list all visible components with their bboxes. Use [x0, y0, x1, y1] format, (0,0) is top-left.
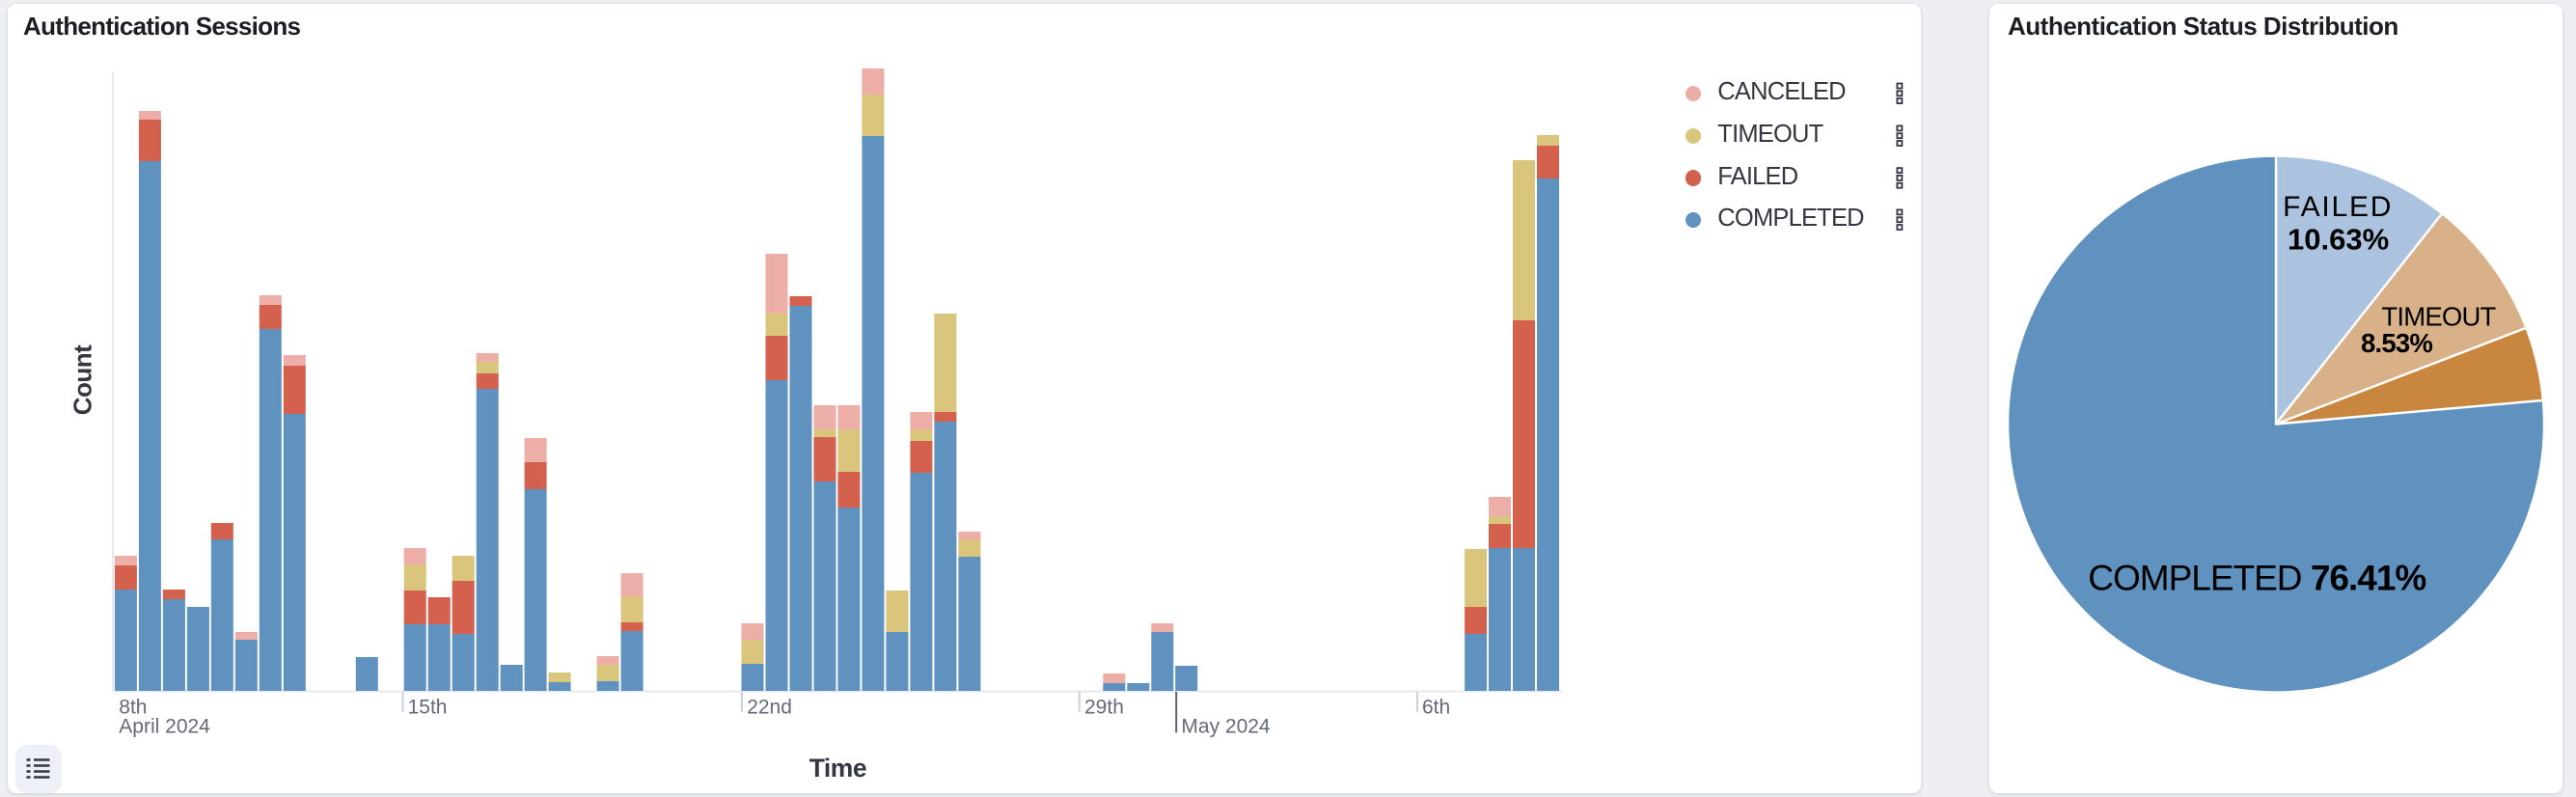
svg-text:8th: 8th — [119, 697, 147, 719]
svg-text:Time: Time — [809, 754, 866, 783]
svg-text:COMPLETED 76.41%: COMPLETED 76.41% — [2088, 559, 2425, 598]
svg-text:April 2024: April 2024 — [119, 715, 210, 737]
svg-text:10.63%: 10.63% — [2288, 223, 2389, 257]
svg-text:TIMEOUT: TIMEOUT — [2381, 301, 2496, 331]
svg-text:May 2024: May 2024 — [1181, 715, 1271, 737]
svg-text:Count: Count — [69, 344, 97, 415]
svg-text:FAILED: FAILED — [2283, 191, 2393, 223]
svg-text:8.53%: 8.53% — [2361, 328, 2432, 358]
svg-text:6th: 6th — [1422, 697, 1450, 719]
svg-text:29th: 29th — [1084, 697, 1124, 719]
svg-text:22nd: 22nd — [747, 697, 792, 719]
svg-text:15th: 15th — [408, 697, 448, 719]
